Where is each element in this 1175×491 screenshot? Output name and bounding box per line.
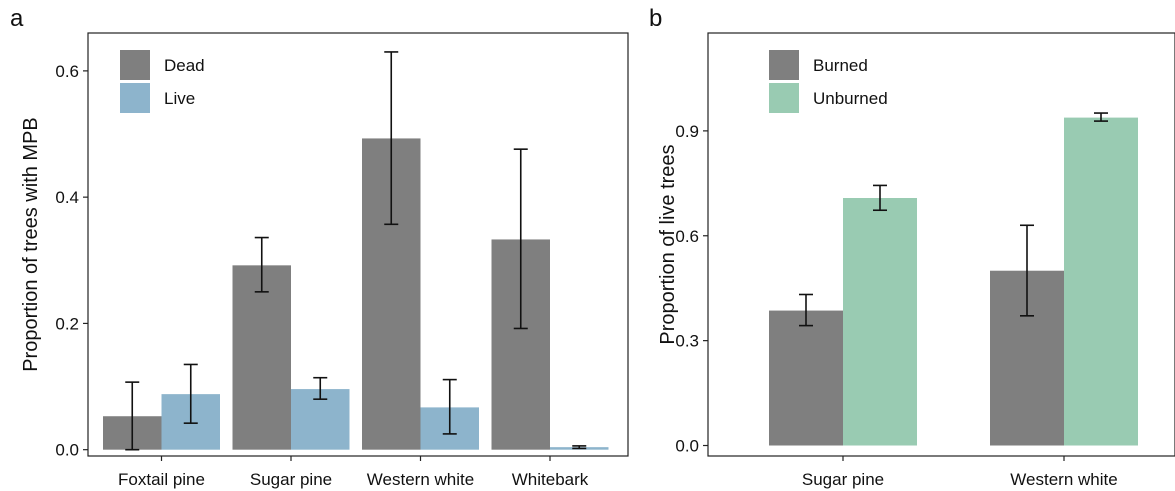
legend-label: Dead	[164, 56, 205, 75]
x-tick-label: Western white	[1010, 470, 1117, 489]
y-tick-label: 0.6	[675, 227, 699, 246]
x-tick-label: Western white	[367, 470, 474, 489]
y-axis-title: Proportion of trees with MPB	[20, 117, 42, 372]
legend-swatch	[120, 50, 150, 80]
y-tick-label: 0.9	[675, 122, 699, 141]
panel-label: a	[10, 5, 24, 32]
legend-label: Live	[164, 89, 195, 108]
panel-a: a 0.0 0.2 0.4 0.6 Foxtail pine Sugar pine Weste…	[10, 5, 629, 489]
legend-label: Unburned	[813, 89, 888, 108]
y-tick-label: 0.2	[55, 314, 79, 333]
y-tick-label: 0.0	[675, 437, 699, 456]
panel-b: b 0.0 0.3 0.6 0.9 Sugar pine Western white Prop…	[649, 5, 1175, 489]
legend: Dead Live	[120, 50, 205, 113]
y-tick-label: 0.6	[55, 62, 79, 81]
x-tick-label: Sugar pine	[250, 470, 332, 489]
x-tick-label: Foxtail pine	[118, 470, 205, 489]
x-tick-label: Whitebark	[512, 470, 589, 489]
y-axis-title: Proportion of live trees	[657, 144, 679, 344]
bar	[1064, 117, 1138, 446]
legend: Burned Unburned	[769, 50, 888, 113]
plot-frame	[707, 32, 1175, 457]
bar	[769, 310, 843, 446]
legend-label: Burned	[813, 56, 868, 75]
panel-label: b	[649, 5, 662, 32]
bar	[232, 265, 291, 450]
y-tick-label: 0.0	[55, 441, 79, 460]
bar	[843, 198, 917, 446]
y-tick-label: 0.4	[55, 188, 79, 207]
legend-swatch	[769, 50, 799, 80]
plot-frame	[87, 32, 629, 457]
x-tick-label: Sugar pine	[802, 470, 884, 489]
legend-swatch	[120, 83, 150, 113]
y-tick-label: 0.3	[675, 332, 699, 351]
legend-swatch	[769, 83, 799, 113]
